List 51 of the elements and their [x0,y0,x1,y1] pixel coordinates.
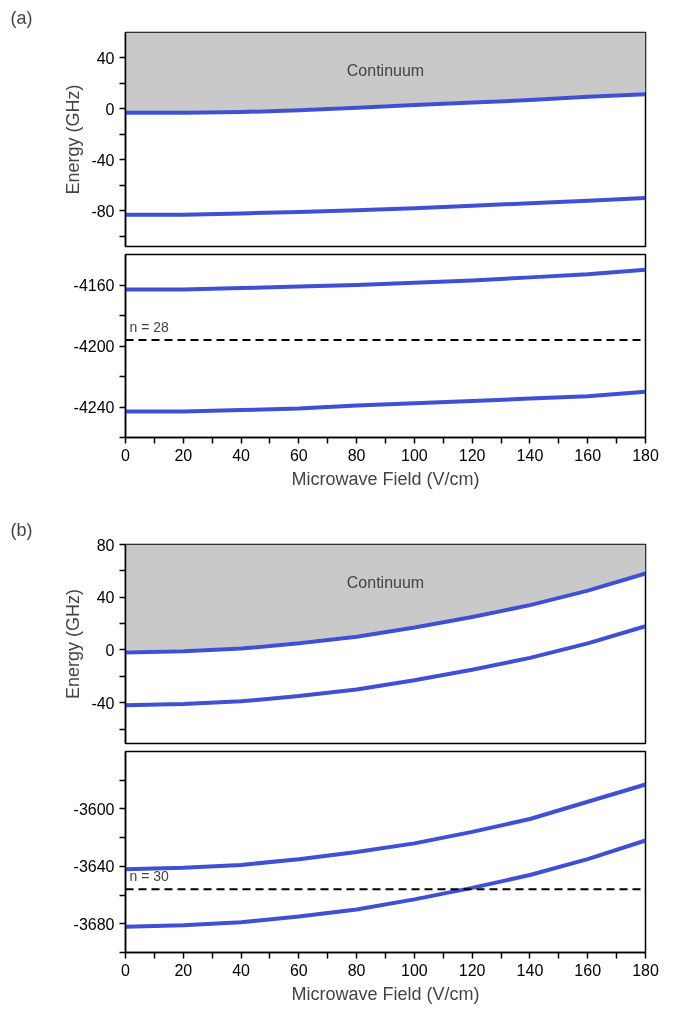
y-tick-label: 80 [96,536,115,554]
annotation: Continuum [346,574,425,591]
y-tick-label: 0 [105,641,115,659]
x-tick-label: 120 [458,961,486,979]
chart-title: (b) [10,519,33,540]
x-tick-label: 180 [632,961,659,979]
x-tick-label: 160 [574,446,602,464]
x-tick-label: 60 [289,446,308,464]
annotation: n = 30 [129,868,170,885]
chart-title: (a) [10,7,33,28]
y-tick-label: -4240 [73,399,115,416]
x-tick-label: 40 [232,961,251,979]
x-tick-label: 140 [516,961,544,979]
y-tick-label: 0 [105,100,115,118]
line-series [125,196,646,217]
y-tick-label: -40 [91,694,115,712]
y-tick-label: 40 [96,49,115,67]
x-tick-label: 140 [516,446,544,464]
x-tick-label: 180 [632,446,659,464]
line-series [125,624,646,708]
y-tick-label: -4200 [73,338,115,355]
annotation: n = 28 [129,318,170,335]
line-series [125,838,646,929]
y-tick-label: -80 [91,202,115,220]
line-series [125,782,646,872]
y-tick-label: -40 [91,151,115,169]
x-axis-title: Microwave Field (V/cm) [291,983,480,1004]
y-tick-label: 40 [96,589,115,607]
y-tick-label: -3600 [73,800,115,818]
x-tick-label: 20 [174,446,193,464]
x-tick-label: 60 [289,961,308,979]
x-tick-label: 160 [574,961,602,979]
y-tick-label: -4160 [73,277,115,294]
x-tick-label: 0 [121,446,131,464]
x-tick-label: 100 [401,446,428,464]
x-tick-label: 0 [121,961,131,979]
x-tick-label: 100 [401,961,428,979]
x-tick-label: 80 [347,446,366,464]
x-axis-title: Microwave Field (V/cm) [291,468,480,489]
x-tick-label: 20 [174,961,193,979]
x-tick-label: 40 [232,446,251,464]
line-series [125,389,646,414]
y-tick-label: -3640 [73,858,115,876]
line-series [125,267,646,292]
y-tick-label: -3680 [73,915,115,933]
x-tick-label: 120 [458,446,486,464]
y-axis-title: Energy (GHz) [63,588,84,700]
y-axis-title: Energy (GHz) [63,84,84,195]
annotation: Continuum [346,62,425,79]
x-tick-label: 80 [347,961,366,979]
line-series [125,571,646,655]
